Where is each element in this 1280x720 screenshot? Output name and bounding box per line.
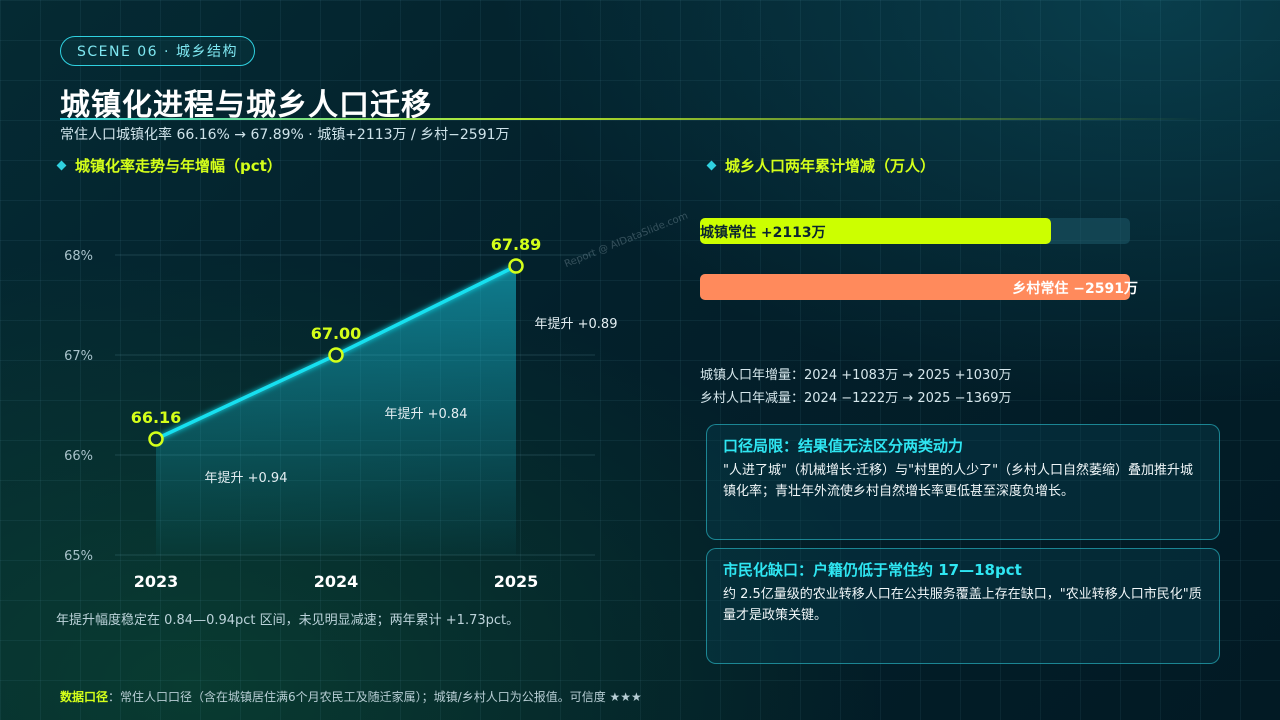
footer-text: ：常住人口口径（含在城镇居住满6个月农民工及随迁家属）；城镇/乡村人口为公报值。…: [108, 690, 642, 704]
x-tick-label: 2024: [314, 572, 359, 591]
y-tick-label: 67%: [64, 349, 93, 364]
card-title: 口径局限：结果值无法区分两类动力: [723, 437, 964, 455]
data-point: [508, 258, 524, 274]
page-title: 城镇化进程与城乡人口迁移: [60, 88, 432, 123]
line-area-fill: [156, 266, 516, 555]
urban-bar: [700, 218, 1051, 244]
yearly-change-lines: 城镇人口年增量：2024 +1083万 → 2025 +1030万 乡村人口年减…: [700, 364, 1012, 410]
annual-increase-annotation: 年提升 +0.94: [205, 470, 288, 486]
y-tick-label: 68%: [64, 249, 93, 264]
rural-bar-track: 乡村常住 −2591万: [700, 274, 1138, 300]
data-label: 66.16: [131, 408, 182, 427]
diamond-bullet-icon: [56, 160, 67, 171]
scene-badge: SCENE 06 · 城乡结构: [60, 36, 255, 66]
y-tick-label: 65%: [64, 549, 93, 564]
x-tick-label: 2023: [134, 572, 179, 591]
y-tick-label: 66%: [64, 449, 93, 464]
urban-bar-label: 城镇常住 +2113万: [700, 225, 826, 241]
card-title: 市民化缺口：户籍仍低于常住约 17—18pct: [723, 561, 1022, 579]
bar-chart-heading-text: 城乡人口两年累计增减（万人）: [725, 157, 936, 175]
annual-increase-annotation: 年提升 +0.84: [385, 406, 468, 422]
line-chart-heading-text: 城镇化率走势与年增幅（pct）: [75, 157, 282, 175]
rural-bar-label: 乡村常住 −2591万: [1012, 281, 1138, 297]
insight-card-citizenization: 市民化缺口：户籍仍低于常住约 17—18pct 约 2.5亿量级的农业转移人口在…: [706, 548, 1220, 664]
data-label: 67.89: [491, 235, 542, 254]
bar-chart-heading: 城乡人口两年累计增减（万人）: [706, 155, 936, 176]
card-body: "人进了城"（机械增长·迁移）与"村里的人少了"（乡村人口自然萎缩）叠加推升城镇…: [723, 463, 1194, 499]
page-subtitle: 常住人口城镇化率 66.16% → 67.89% · 城镇+2113万 / 乡村…: [60, 127, 510, 143]
diamond-bullet-icon: [706, 160, 717, 171]
line-chart-heading: 城镇化率走势与年增幅（pct）: [56, 155, 282, 176]
title-divider: [60, 118, 1200, 120]
urbanization-line-chart: 65% 66% 67% 68% 66.16 2023 67.00 2024 67.89 2025…: [64, 235, 618, 591]
data-point: [328, 347, 344, 363]
data-label: 67.00: [311, 324, 362, 343]
urban-yearly-line: 城镇人口年增量：2024 +1083万 → 2025 +1030万: [700, 368, 1012, 383]
rural-yearly-line: 乡村人口年减量：2024 −1222万 → 2025 −1369万: [700, 391, 1012, 406]
x-tick-label: 2025: [494, 572, 539, 591]
insight-card-scope: 口径局限：结果值无法区分两类动力 "人进了城"（机械增长·迁移）与"村里的人少了…: [706, 424, 1220, 540]
urban-bar-track: 城镇常住 +2113万: [700, 218, 1130, 244]
data-point: [148, 431, 164, 447]
footer-lead: 数据口径: [60, 690, 109, 704]
card-body: 约 2.5亿量级的农业转移人口在公共服务覆盖上存在缺口，"农业转移人口市民化"质…: [723, 587, 1202, 623]
annual-increase-annotation: 年提升 +0.89: [535, 316, 618, 332]
rural-bar: [700, 274, 1130, 300]
chart-note: 年提升幅度稳定在 0.84—0.94pct 区间，未见明显减速；两年累计 +1.…: [56, 613, 520, 628]
data-source-footer: 数据口径：常住人口口径（含在城镇居住满6个月农民工及随迁家属）；城镇/乡村人口为…: [60, 688, 642, 705]
